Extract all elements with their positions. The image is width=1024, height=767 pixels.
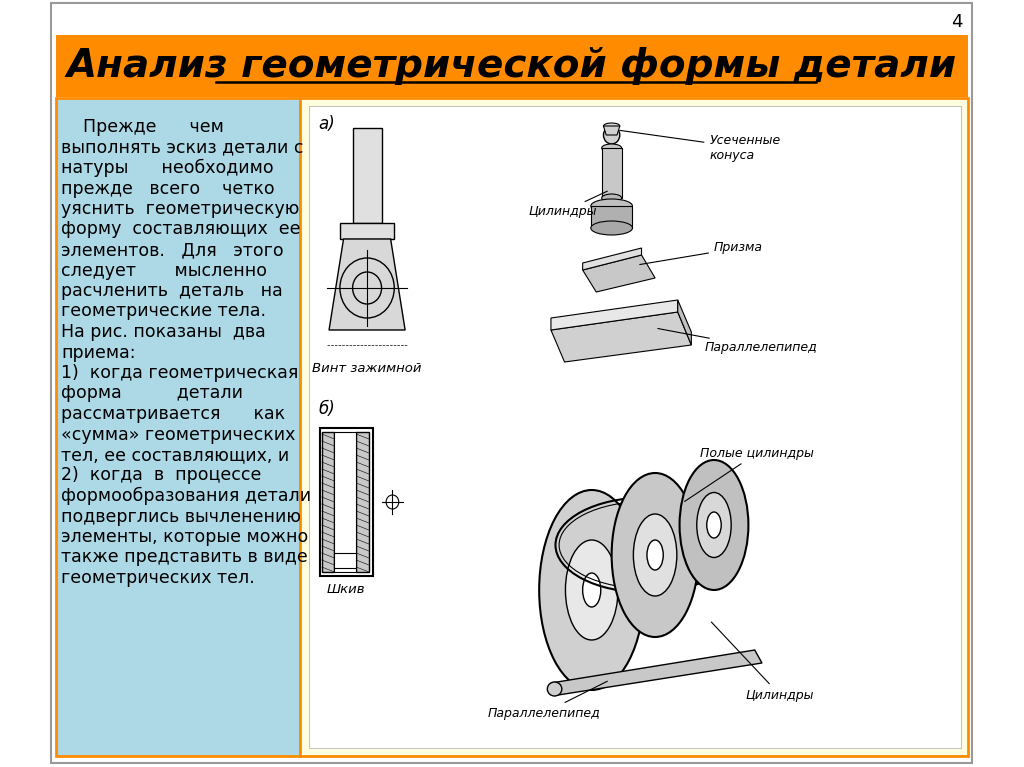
Text: Винт зажимной: Винт зажимной — [312, 362, 422, 375]
Text: Цилиндры: Цилиндры — [712, 622, 814, 702]
Text: Цилиндры: Цилиндры — [528, 191, 607, 219]
Ellipse shape — [602, 144, 622, 152]
Polygon shape — [329, 239, 406, 330]
Ellipse shape — [591, 199, 633, 213]
Text: прежде   всего    четко: прежде всего четко — [61, 179, 274, 197]
Polygon shape — [551, 300, 678, 330]
Text: уяснить  геометрическую: уяснить геометрическую — [61, 200, 299, 218]
Bar — [591, 206, 633, 228]
Polygon shape — [678, 300, 691, 345]
Text: 2)  когда  в  процессе: 2) когда в процессе — [61, 466, 261, 485]
Text: следует       мысленно: следует мысленно — [61, 262, 267, 279]
Ellipse shape — [547, 682, 562, 696]
Polygon shape — [583, 255, 655, 292]
Text: натуры      необходимо: натуры необходимо — [61, 159, 273, 177]
Text: Призма: Призма — [640, 242, 763, 265]
Text: Полые цилиндры: Полые цилиндры — [685, 446, 814, 502]
Ellipse shape — [680, 460, 749, 590]
Text: Прежде      чем: Прежде чем — [61, 118, 224, 136]
Text: форма          детали: форма детали — [61, 384, 243, 403]
Ellipse shape — [611, 473, 698, 637]
Bar — [335, 432, 356, 572]
Ellipse shape — [565, 540, 617, 640]
Ellipse shape — [647, 540, 664, 570]
Text: Усеченные
конуса: Усеченные конуса — [620, 130, 780, 162]
Text: а): а) — [318, 115, 335, 133]
Text: подверглись вычленению: подверглись вычленению — [61, 508, 301, 525]
Text: геометрические тела.: геометрические тела. — [61, 302, 266, 321]
Ellipse shape — [540, 490, 644, 690]
Bar — [309, 106, 962, 748]
Ellipse shape — [696, 492, 731, 558]
Ellipse shape — [583, 573, 601, 607]
Bar — [602, 148, 622, 198]
Text: 4: 4 — [951, 13, 963, 31]
Bar — [55, 98, 300, 756]
Text: элементов.   Для   этого: элементов. Для этого — [61, 241, 284, 259]
Text: Анализ геометрической формы детали: Анализ геометрической формы детали — [67, 47, 957, 85]
Ellipse shape — [707, 512, 721, 538]
Bar — [356, 432, 369, 572]
Text: также представить в виде: также представить в виде — [61, 548, 307, 567]
Ellipse shape — [603, 123, 620, 129]
Bar — [340, 223, 394, 239]
Bar — [319, 428, 373, 576]
Text: элементы, которые можно: элементы, которые можно — [61, 528, 308, 546]
Polygon shape — [583, 248, 641, 270]
Text: Параллелепипед: Параллелепипед — [657, 328, 818, 354]
Polygon shape — [603, 126, 620, 135]
Circle shape — [603, 126, 620, 144]
Ellipse shape — [602, 194, 622, 202]
Polygon shape — [551, 312, 691, 362]
Bar — [335, 553, 356, 568]
Bar — [322, 432, 335, 572]
Text: 1)  когда геометрическая: 1) когда геометрическая — [61, 364, 298, 382]
Bar — [300, 98, 969, 756]
Text: рассматривается      как: рассматривается как — [61, 405, 285, 423]
Ellipse shape — [634, 514, 677, 596]
Bar — [55, 35, 969, 97]
Bar — [352, 128, 382, 223]
Text: «сумма» геометрических: «сумма» геометрических — [61, 426, 295, 443]
Text: На рис. показаны  два: На рис. показаны два — [61, 323, 265, 341]
Text: выполнять эскиз детали с: выполнять эскиз детали с — [61, 139, 303, 156]
Text: б): б) — [318, 400, 335, 418]
Text: приема:: приема: — [61, 344, 135, 361]
Ellipse shape — [591, 221, 633, 235]
Text: расчленить  деталь   на: расчленить деталь на — [61, 282, 283, 300]
Text: форму  составляющих  ее: форму составляющих ее — [61, 220, 300, 239]
Polygon shape — [551, 650, 762, 695]
Text: Шкив: Шкив — [327, 583, 366, 596]
Text: Параллелепипед: Параллелепипед — [487, 681, 607, 719]
Text: тел, ее составляющих, и: тел, ее составляющих, и — [61, 446, 289, 464]
Text: формообразования детали: формообразования детали — [61, 487, 311, 505]
Text: геометрических тел.: геометрических тел. — [61, 569, 255, 587]
